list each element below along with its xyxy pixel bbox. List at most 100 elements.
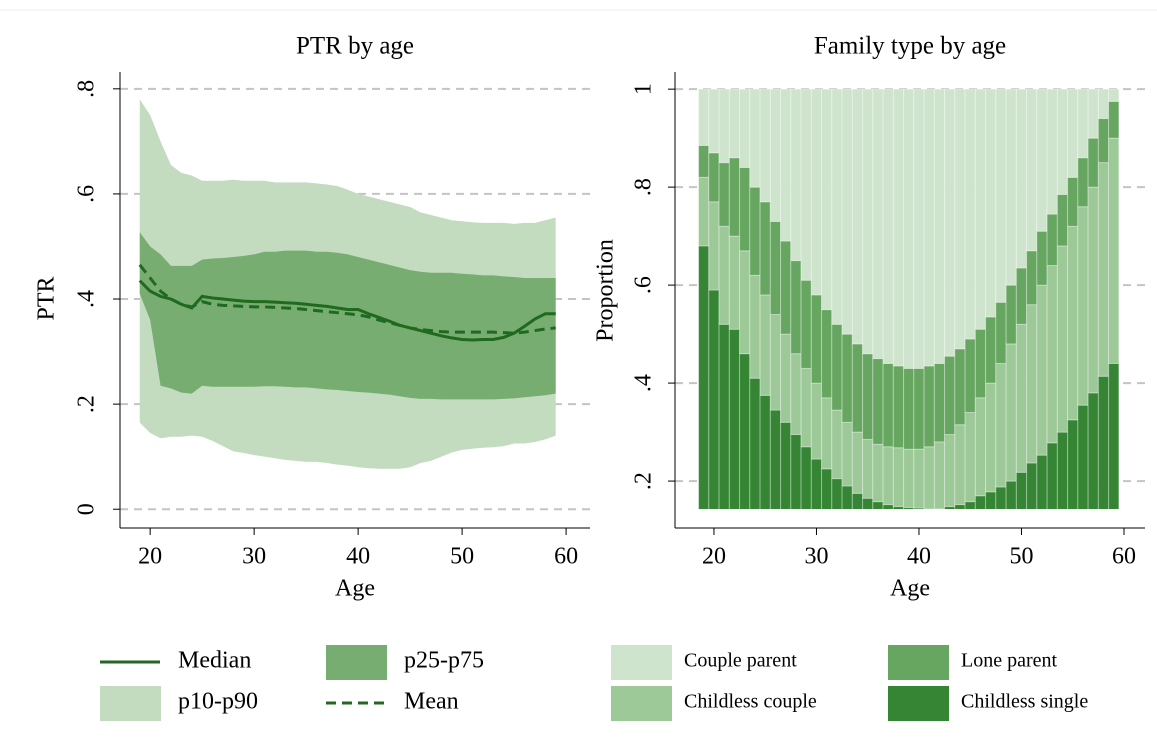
bar [913, 367, 925, 450]
bar [1015, 323, 1028, 473]
bar [923, 365, 935, 448]
y-tick-label: .2 [74, 395, 100, 413]
bar [749, 186, 761, 276]
legend-label: Couple parent [684, 650, 797, 672]
legend-label: p10-p90 [178, 689, 258, 715]
bar [790, 88, 802, 262]
bar [974, 397, 987, 497]
bar [728, 235, 741, 330]
bar [1056, 431, 1069, 509]
bar [851, 343, 864, 433]
band [139, 232, 556, 400]
bar [872, 501, 884, 509]
bar [882, 88, 894, 364]
bar [1005, 284, 1017, 345]
bar [1077, 88, 1089, 159]
bar [1046, 265, 1058, 444]
bar [862, 88, 874, 355]
bar [708, 201, 720, 291]
x-axis-label: Age [890, 576, 930, 602]
x-axis-label: Age [335, 576, 375, 602]
x-tick-label: 40 [907, 544, 931, 570]
bar [1046, 442, 1058, 509]
bar [944, 355, 956, 436]
y-axis-label: Proportion [593, 239, 619, 342]
bar [749, 274, 761, 379]
bar [739, 353, 751, 509]
bar [841, 88, 853, 335]
bar [790, 434, 802, 509]
bar [780, 240, 792, 335]
plot-area [698, 88, 1120, 509]
bar [1097, 88, 1110, 120]
bar [718, 88, 730, 164]
bar [841, 333, 853, 423]
bar [708, 88, 720, 154]
bar [913, 448, 925, 509]
bar [1036, 284, 1048, 456]
x-tick-label: 60 [1112, 544, 1136, 570]
bar [749, 88, 761, 188]
bar [1087, 88, 1099, 139]
bar [1067, 225, 1079, 421]
bar [759, 201, 771, 296]
bar [1067, 88, 1079, 178]
bar [1005, 343, 1017, 482]
legend-label: Childless couple [684, 691, 817, 713]
bar [790, 260, 802, 355]
line [138, 279, 556, 342]
bar [974, 495, 987, 509]
bar [831, 409, 843, 480]
bar [872, 88, 884, 360]
bar [1026, 88, 1038, 252]
bar [1056, 88, 1069, 195]
bar [903, 367, 915, 450]
bar [759, 294, 771, 396]
bar [974, 88, 987, 330]
bar [985, 491, 997, 509]
bar [923, 88, 935, 367]
bar [944, 434, 956, 508]
bar [995, 486, 1007, 509]
bar [698, 245, 710, 509]
bar [1026, 304, 1038, 464]
bar [954, 424, 966, 506]
bar [739, 167, 751, 252]
bar [698, 176, 710, 247]
bar [964, 411, 976, 503]
y-tick-label: .6 [631, 276, 657, 294]
bar [851, 431, 864, 494]
bar [862, 497, 874, 509]
bar [1056, 245, 1069, 433]
bar [903, 448, 915, 509]
bar [1067, 176, 1079, 227]
chart-title: Family type by age [814, 33, 1006, 60]
bar [728, 328, 741, 509]
bar [790, 353, 802, 436]
y-tick-label: 1 [631, 83, 657, 95]
bar [1097, 375, 1110, 509]
bar [872, 443, 884, 503]
bar [862, 438, 874, 499]
x-tick-label: 60 [554, 544, 578, 570]
bar [1026, 250, 1038, 306]
bar [841, 421, 853, 487]
bar [708, 289, 720, 509]
legend-label: p25-p75 [404, 648, 484, 674]
bar [759, 394, 771, 509]
x-tick-label: 30 [242, 544, 266, 570]
bar [995, 88, 1007, 303]
bar [1005, 88, 1017, 286]
bar [1077, 206, 1089, 406]
bar [882, 446, 894, 506]
bar [933, 88, 946, 364]
bar [698, 88, 710, 146]
bar [821, 88, 833, 311]
bar [831, 88, 843, 325]
legend-label: Childless single [961, 691, 1088, 713]
bar [831, 323, 843, 411]
bar [769, 88, 782, 222]
bar [882, 362, 894, 448]
bar [1046, 88, 1058, 215]
